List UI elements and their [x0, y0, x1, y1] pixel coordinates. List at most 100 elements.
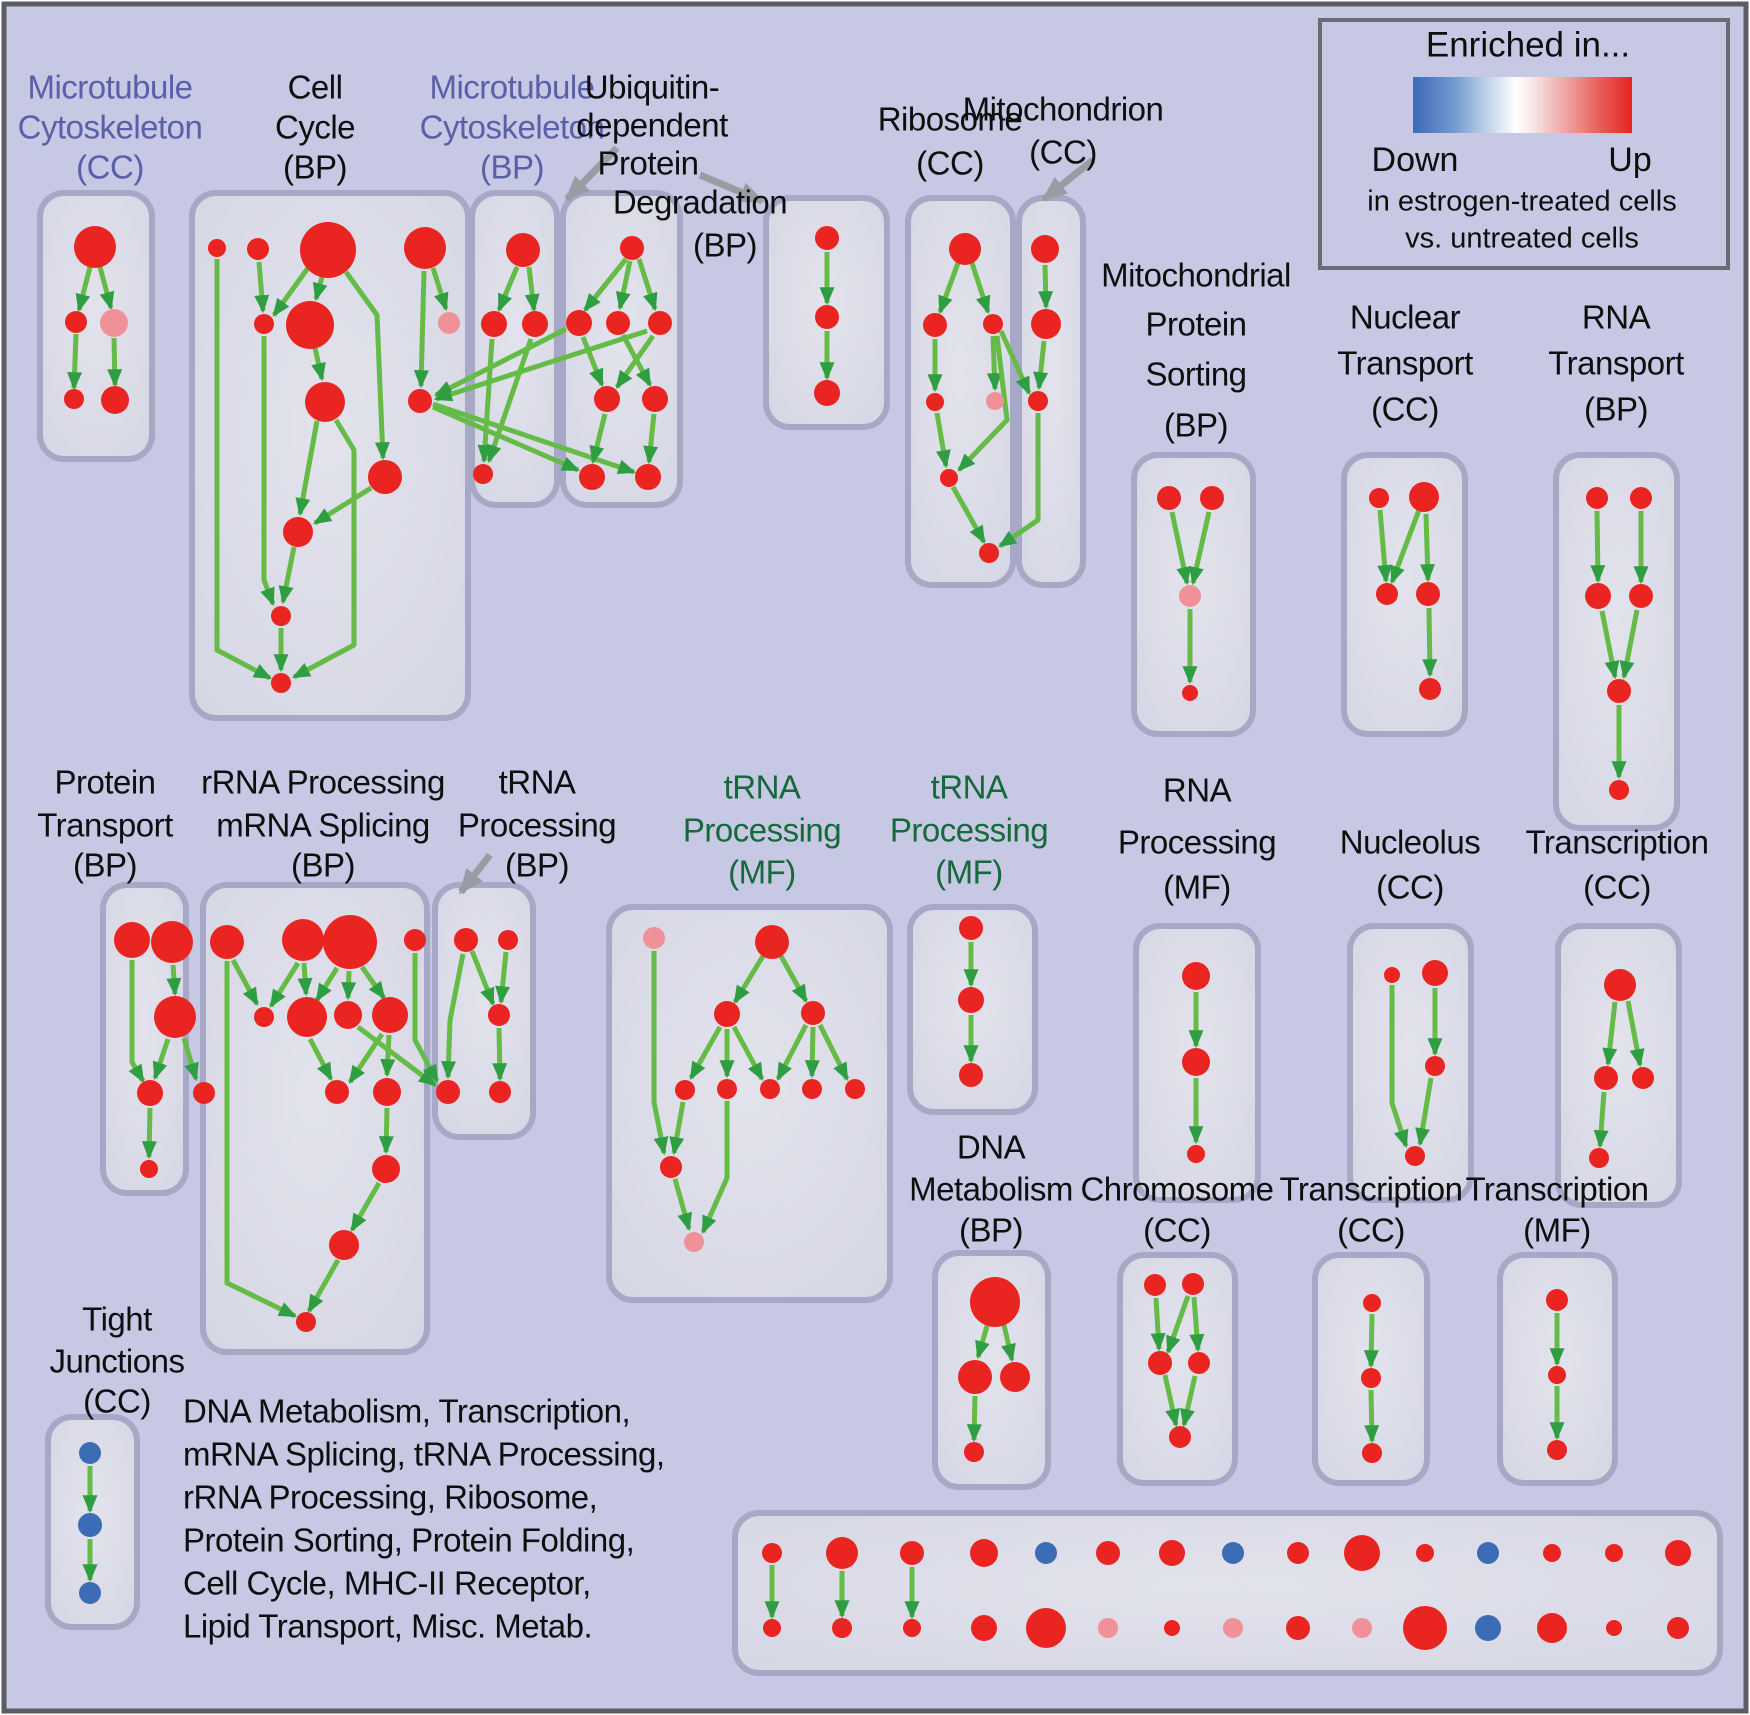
go-category-box-dna-metabolism [932, 1250, 1051, 1490]
category-label: Mitochondrial [1101, 257, 1291, 294]
go-term-node-up [1594, 1066, 1618, 1090]
enrichment-edge-arrow [986, 335, 1002, 392]
category-label: tRNA [724, 769, 801, 806]
enrichment-edge-arrow [636, 258, 658, 312]
go-term-node-up [923, 313, 947, 337]
go-term-node-up [436, 1080, 460, 1104]
category-label: Junctions [50, 1343, 185, 1380]
misc-categories-text-line: DNA Metabolism, Transcription, [183, 1393, 630, 1430]
category-label: Protein [54, 764, 155, 801]
go-term-node-up [283, 517, 313, 547]
go-term-node-up [74, 226, 116, 268]
go-term-node-up [979, 543, 999, 563]
go-term-node-mild-up [1352, 1618, 1372, 1638]
enrichment-edge-arrow [214, 259, 272, 681]
category-label: (MF) [1163, 869, 1231, 906]
enrichment-edge-arrow [1033, 340, 1049, 391]
go-term-node-up [372, 1155, 400, 1183]
go-term-node-up [1187, 1145, 1205, 1163]
go-term-node-up [489, 1081, 511, 1103]
enrichment-edge-arrow [669, 1101, 686, 1156]
enrichment-edge-arrow [651, 951, 669, 1156]
go-term-node-up [660, 1156, 682, 1178]
enrichment-edge-arrow [496, 266, 520, 313]
category-label: Processing [458, 807, 616, 844]
category-label: (MF) [728, 854, 796, 891]
enrichment-edge-arrow [312, 276, 328, 302]
go-term-node-up [65, 311, 87, 333]
go-term-node-up [1537, 1613, 1567, 1643]
legend-box [1318, 18, 1730, 270]
go-term-node-up [648, 311, 672, 335]
misc-categories-text-line: Protein Sorting, Protein Folding, [183, 1522, 634, 1559]
category-label: Transcription [1279, 1171, 1462, 1208]
go-term-node-up [408, 389, 432, 413]
category-label: dependent [576, 107, 728, 144]
enrichment-edge-arrow [486, 338, 534, 464]
go-term-node-up [983, 314, 1003, 334]
go-term-node-up [1422, 960, 1448, 986]
enrichment-edge-arrow [1389, 509, 1422, 585]
category-label: Cytoskeleton [18, 109, 203, 146]
enrichment-edge-arrow [614, 334, 656, 389]
enrichment-edge-arrow [152, 1038, 171, 1081]
enrichment-edge-arrow [430, 267, 449, 312]
go-term-node-up [481, 311, 507, 337]
enrichment-edge-arrow [378, 1107, 394, 1155]
enrichment-edge-arrow [583, 257, 628, 312]
go-term-node-up [1632, 1067, 1654, 1089]
go-term-node-up [675, 1080, 695, 1100]
go-term-node-up [1605, 1544, 1623, 1562]
enrichment-edge-arrow [492, 1027, 508, 1082]
go-term-node-up [1182, 685, 1198, 701]
enrichment-edge-arrow [432, 404, 581, 473]
go-term-node-up [959, 916, 983, 940]
enrichment-edge-arrow [998, 413, 1041, 549]
go-category-box-chromosome-cc [1117, 1252, 1238, 1486]
go-term-node-up [762, 1543, 782, 1563]
category-label: Transcription [1525, 824, 1708, 861]
go-category-box-nuclear-transport [1341, 452, 1468, 737]
misc-categories-text-line: mRNA Splicing, tRNA Processing, [183, 1436, 665, 1473]
go-term-node-up [1403, 1606, 1447, 1650]
enrichment-edge-arrow [966, 1395, 982, 1443]
go-term-node-up [325, 1080, 349, 1104]
category-label: Transport [37, 807, 173, 844]
enrichment-edge-arrow [975, 1325, 990, 1360]
category-label: (CC) [1143, 1212, 1211, 1249]
go-term-node-up [1548, 1366, 1566, 1384]
go-category-box-rna-transport [1553, 452, 1680, 831]
category-label: Degradation [613, 184, 787, 221]
category-label: (CC) [83, 1383, 151, 1420]
go-term-node-up [286, 301, 334, 349]
go-term-node-down [78, 1513, 102, 1537]
go-term-node-up [642, 386, 668, 412]
label-pointer-arrow [698, 171, 765, 205]
legend-subline-2: vs. untreated cells [1405, 223, 1639, 255]
enrichment-edge-arrow [1189, 511, 1212, 586]
go-term-node-up [329, 1230, 359, 1260]
category-label: Processing [1118, 824, 1276, 861]
category-label: (CC) [1376, 869, 1444, 906]
go-term-node-mild-up [100, 309, 128, 337]
enrichment-edge-arrow [1180, 1375, 1198, 1428]
enrichment-edge-arrow [1593, 1091, 1609, 1149]
go-term-node-up [1543, 1544, 1561, 1562]
enrichment-edge-arrow [306, 1258, 341, 1313]
category-label: Ubiquitin- [585, 69, 719, 106]
category-label: Processing [683, 812, 841, 849]
category-label: Cell [288, 69, 343, 106]
go-term-node-up [845, 1079, 865, 1099]
enrichment-edge-arrow [413, 270, 429, 389]
go-term-node-up [1157, 486, 1181, 510]
category-label: (BP) [73, 847, 137, 884]
go-term-node-up [372, 997, 408, 1033]
enrichment-edge-arrow [1169, 511, 1192, 586]
go-term-node-up [900, 1541, 924, 1565]
category-label: Sorting [1145, 356, 1246, 393]
category-label: Transcription [1465, 1171, 1648, 1208]
enrichment-edge-arrow [224, 961, 298, 1319]
go-term-node-up [802, 1079, 822, 1099]
enrichment-edge-arrow [278, 546, 297, 605]
enrichment-edge-arrow [950, 485, 987, 544]
